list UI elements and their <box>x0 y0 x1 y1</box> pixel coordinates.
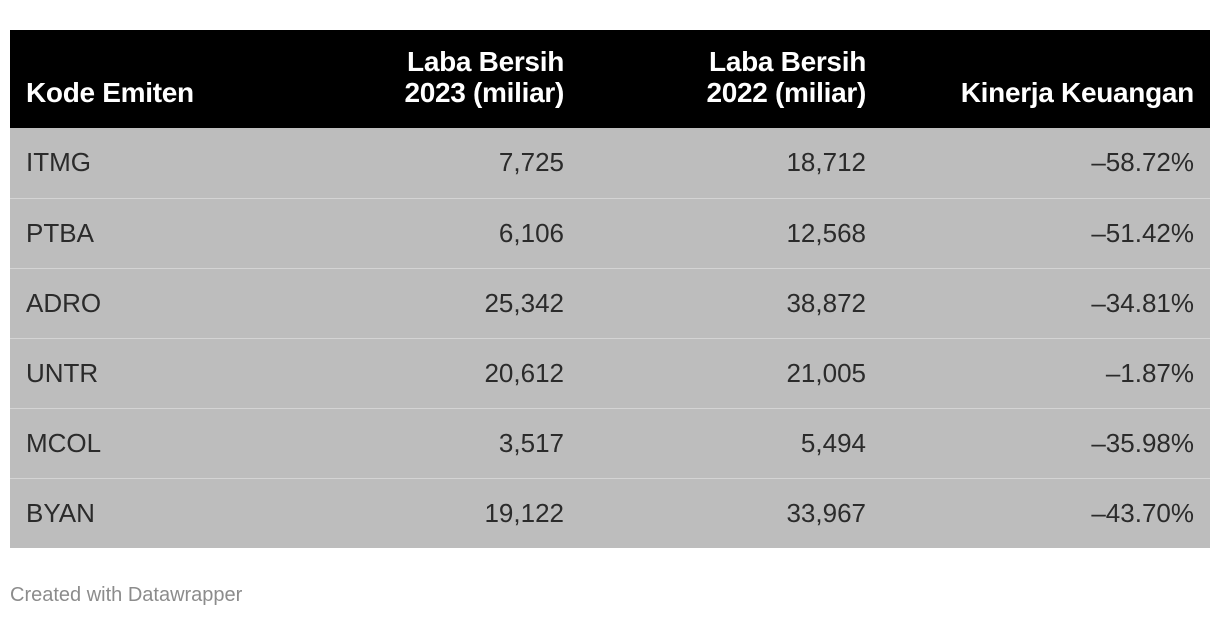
data-table-container: Kode Emiten Laba Bersih 2023 (miliar) La… <box>10 30 1210 548</box>
cell-laba-bersih-2022: 38,872 <box>564 267 866 338</box>
cell-laba-bersih-2023: 19,122 <box>310 477 564 548</box>
table-row: UNTR 20,612 21,005 –1.87% <box>10 337 1210 408</box>
cell-kode-emiten: ITMG <box>26 147 91 178</box>
table-row: PTBA 6,106 12,568 –51.42% <box>10 197 1210 268</box>
cell-kinerja-keuangan: –1.87% <box>866 337 1210 408</box>
cell-laba-bersih-2022: 21,005 <box>564 337 866 408</box>
table-header: Kode Emiten Laba Bersih 2023 (miliar) La… <box>10 30 1210 128</box>
cell-laba-bersih-2022: 5,494 <box>564 407 866 478</box>
header-kinerja-keuangan[interactable]: Kinerja Keuangan <box>960 77 1195 108</box>
cell-kinerja-keuangan: –51.42% <box>866 197 1210 268</box>
cell-kode-emiten: UNTR <box>10 337 310 408</box>
cell-kode-emiten: MCOL <box>10 407 310 478</box>
table-row: ADRO 25,342 38,872 –34.81% <box>10 267 1210 338</box>
cell-kode-emiten: BYAN <box>10 477 310 548</box>
header-kode-emiten[interactable]: Kode Emiten <box>26 77 194 108</box>
cell-laba-bersih-2023: 6,106 <box>310 197 564 268</box>
cell-laba-bersih-2022: 33,967 <box>564 477 866 548</box>
cell-laba-bersih-2023: 7,725 <box>498 147 564 178</box>
cell-kinerja-keuangan: –58.72% <box>1091 147 1194 178</box>
cell-kinerja-keuangan: –43.70% <box>866 477 1210 548</box>
cell-kode-emiten: PTBA <box>10 197 310 268</box>
header-laba-bersih-2023[interactable]: Laba Bersih 2023 (miliar) <box>404 46 564 108</box>
data-table: Kode Emiten Laba Bersih 2023 (miliar) La… <box>10 30 1210 548</box>
cell-laba-bersih-2022: 18,712 <box>786 147 866 178</box>
cell-laba-bersih-2023: 3,517 <box>310 407 564 478</box>
table-row: MCOL 3,517 5,494 –35.98% <box>10 407 1210 478</box>
cell-laba-bersih-2023: 25,342 <box>310 267 564 338</box>
header-row: Kode Emiten Laba Bersih 2023 (miliar) La… <box>10 30 1210 128</box>
table-row: BYAN 19,122 33,967 –43.70% <box>10 477 1210 548</box>
table-row: ITMG 7,725 18,712 –58.72% <box>10 128 1210 198</box>
cell-laba-bersih-2022: 12,568 <box>564 197 866 268</box>
cell-kinerja-keuangan: –34.81% <box>866 267 1210 338</box>
cell-kinerja-keuangan: –35.98% <box>866 407 1210 478</box>
header-laba-bersih-2022[interactable]: Laba Bersih 2022 (miliar) <box>706 46 866 108</box>
datawrapper-credit: Created with Datawrapper <box>10 584 243 606</box>
table-body: ITMG 7,725 18,712 –58.72% PTBA 6,106 12,568 –51… <box>10 128 1210 548</box>
cell-laba-bersih-2023: 20,612 <box>310 337 564 408</box>
cell-kode-emiten: ADRO <box>10 267 310 338</box>
